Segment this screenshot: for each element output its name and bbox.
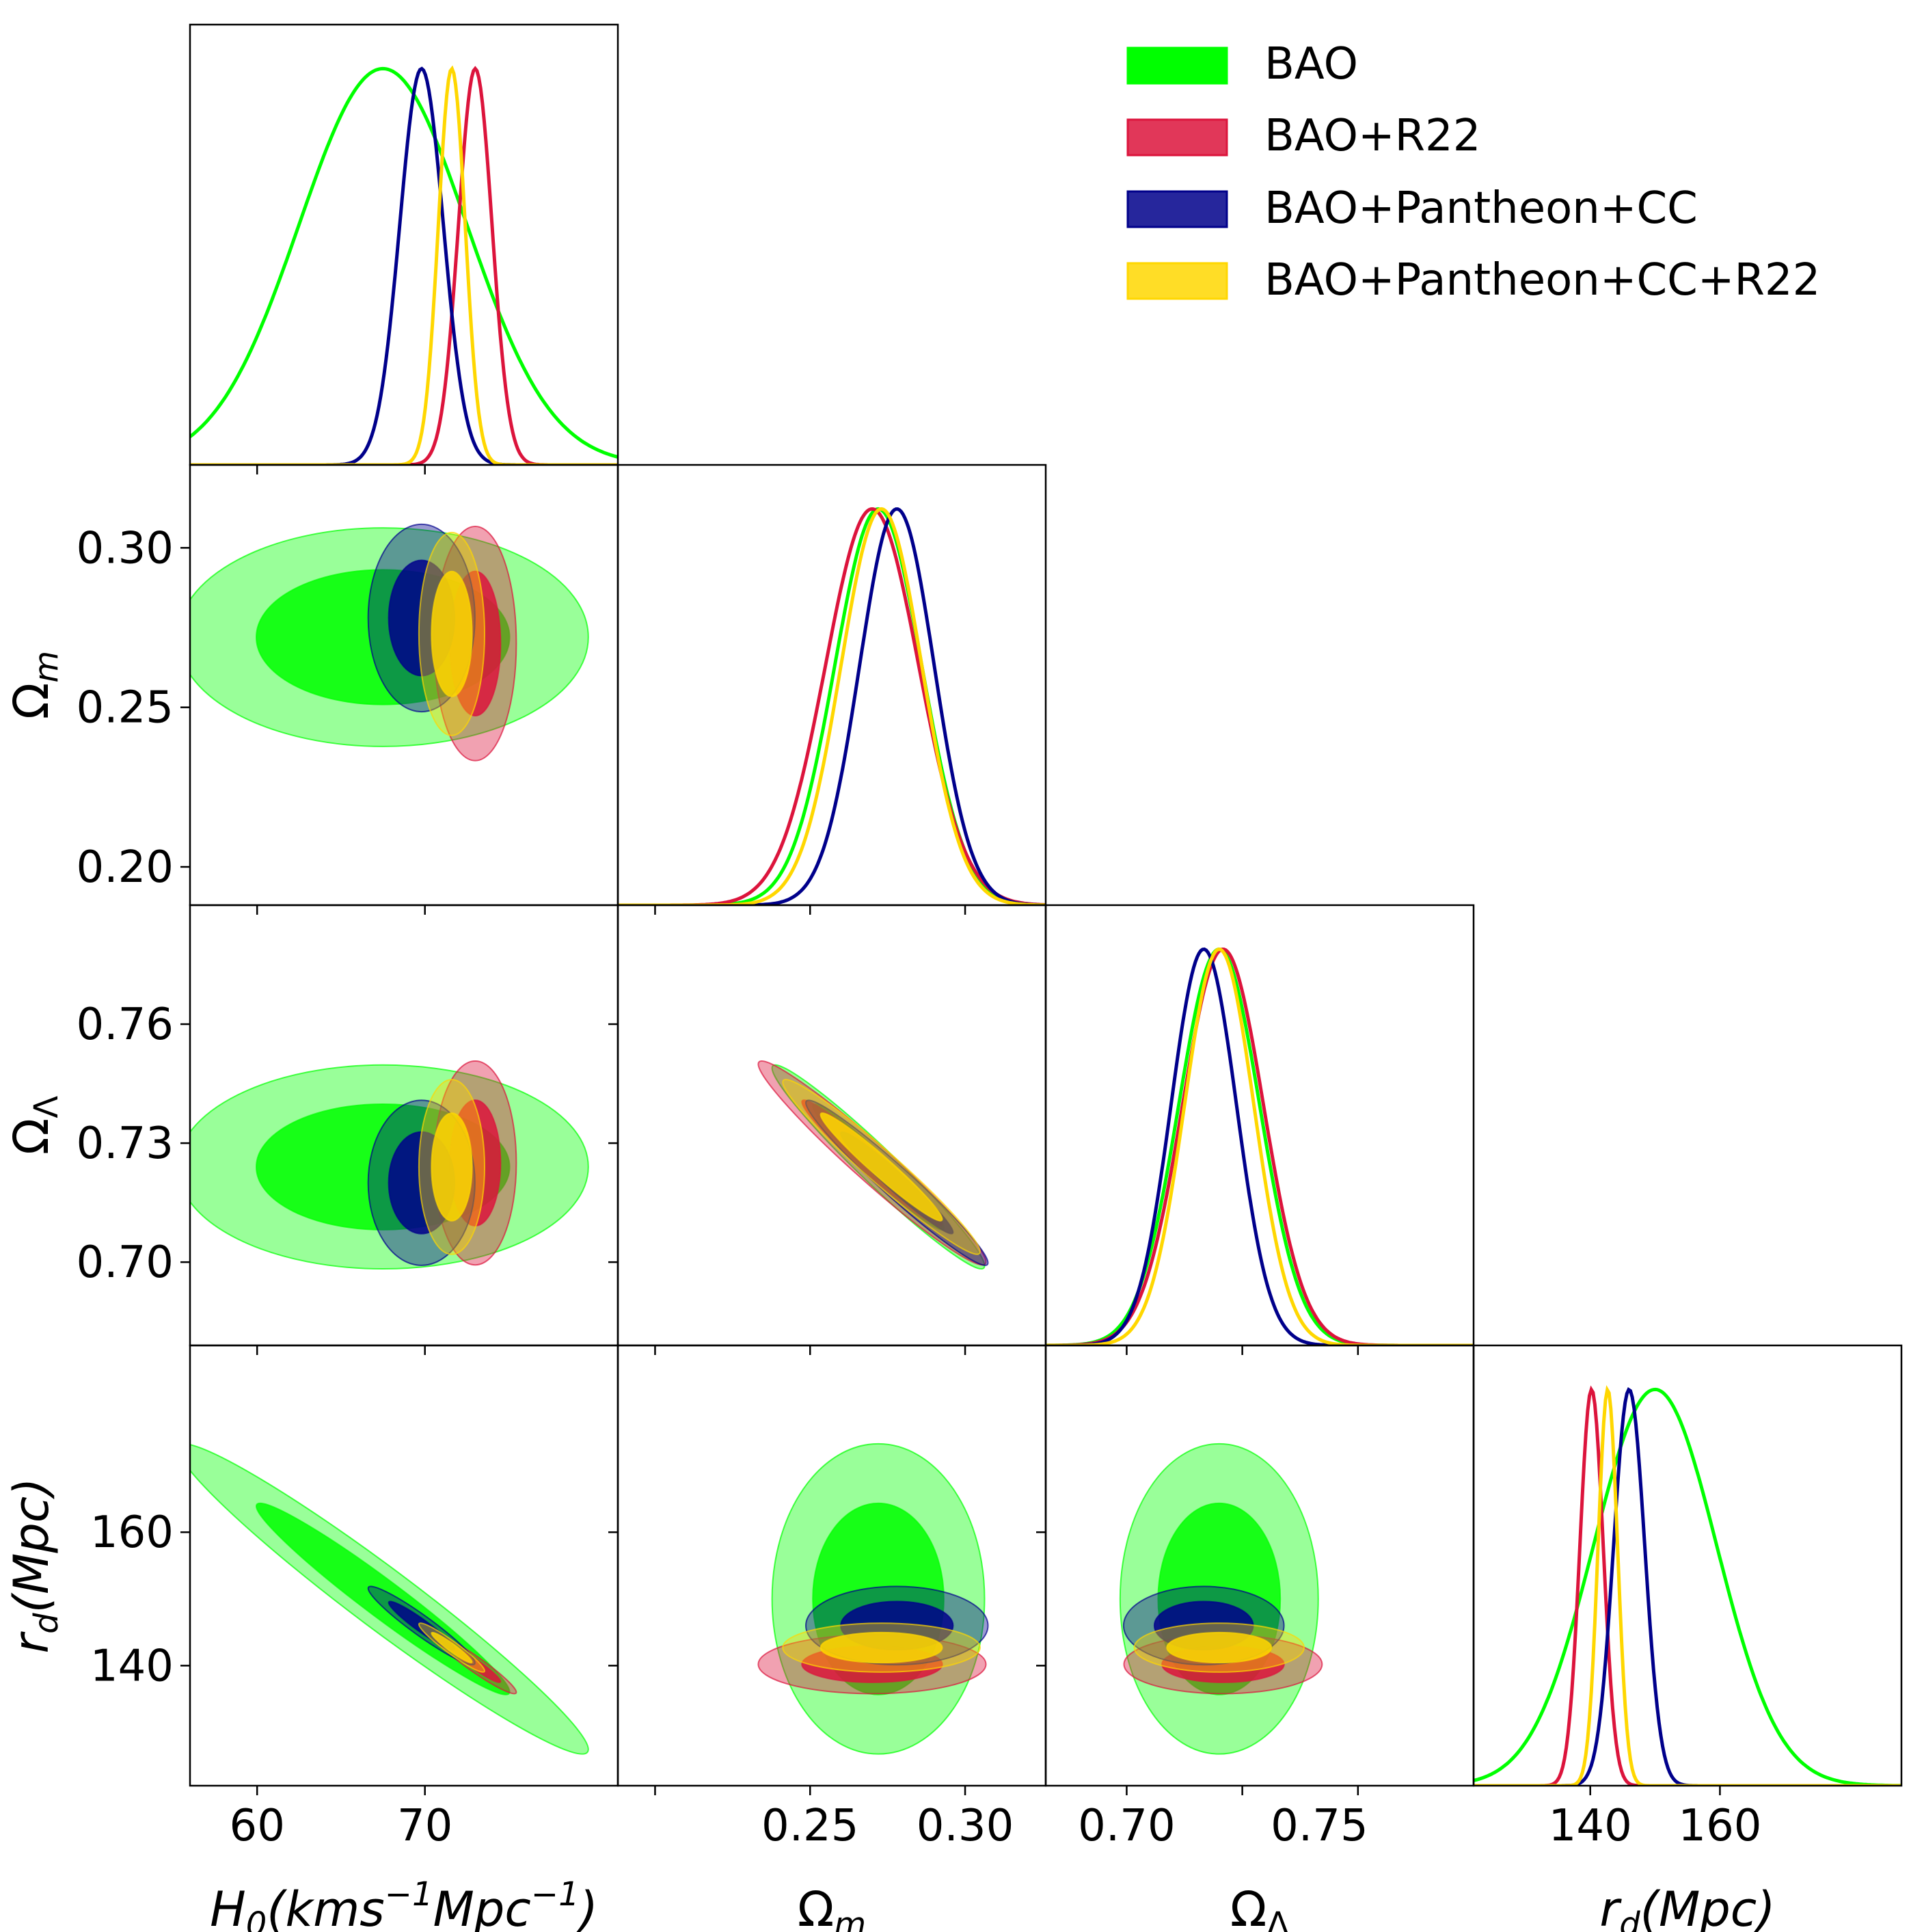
posterior-line-rd-bao-pantheon-cc — [1474, 1387, 1901, 1786]
x-tick-label-rd: 140 — [1549, 1801, 1632, 1851]
contour-panel-H0-Om — [190, 523, 589, 762]
posterior-line-H0-bao-r22 — [190, 66, 618, 465]
y-tick-label-rd: 160 — [90, 1507, 174, 1558]
y-axis-label-rd: rd(Mpc) — [3, 1477, 66, 1653]
contour-panel-Om-rd — [757, 1443, 989, 1755]
contour-panel-H0-OL — [190, 1060, 589, 1270]
legend-swatch-bao-r22 — [1126, 118, 1228, 157]
y-tick-label-rd: 140 — [90, 1641, 174, 1691]
contour-panel-Om-OL — [757, 1060, 989, 1270]
x-tick-label-OL: 0.70 — [1078, 1801, 1176, 1851]
contour-68-bao-pantheon-cc-r22 — [819, 1631, 943, 1664]
x-axis-label-H0: H0(kms−1Mpc−1) — [210, 1875, 598, 1932]
contour-68-bao-pantheon-cc-r22 — [1166, 1631, 1273, 1664]
y-axis-label-Om: Ωm — [3, 651, 66, 719]
legend-swatch-bao-pantheon-cc — [1126, 190, 1228, 228]
panel-frame-0-0 — [189, 23, 619, 466]
posterior-line-OL-bao-pantheon-cc-r22 — [1046, 947, 1474, 1345]
y-tick-label-OL: 0.73 — [77, 1118, 174, 1169]
posterior-line-Om-bao-r22 — [618, 507, 1046, 905]
posterior-line-rd-bao-r22 — [1474, 1385, 1901, 1786]
x-axis-label-OL: ΩΛ — [1230, 1881, 1290, 1932]
x-axis-label-rd: rd(Mpc) — [1599, 1881, 1775, 1932]
y-tick-label-OL: 0.76 — [77, 999, 174, 1050]
contour-layer — [190, 523, 1323, 1755]
tick-layer — [180, 465, 1721, 1795]
contour-panel-H0-rd — [190, 1443, 589, 1755]
axis-labels-layer: 60 70 0.25 0.30 0.70 0.75 140 160 0.20 0.25 0.30 0.… — [3, 523, 1776, 1932]
posterior-panel-H0 — [190, 65, 618, 465]
posterior-line-Om-bao-pantheon-cc — [618, 507, 1046, 905]
posterior-line-Om-bao-pantheon-cc-r22 — [618, 507, 1046, 905]
posterior-line-H0-bao-pantheon-cc — [190, 66, 618, 465]
y-axis-label-OL: ΩΛ — [3, 1096, 66, 1155]
panel-frames-layer — [189, 23, 1903, 1787]
posterior-panel-OL — [1046, 947, 1474, 1345]
legend-swatch-bao-pantheon-cc-r22 — [1126, 262, 1228, 300]
x-tick-label-H0: 60 — [229, 1801, 284, 1851]
contour-68-bao-pantheon-cc-r22 — [819, 1112, 943, 1222]
posterior-line-rd-bao — [1474, 1387, 1901, 1786]
y-tick-label-Om: 0.30 — [77, 523, 174, 574]
panel-frame-2-2 — [1044, 904, 1475, 1347]
posterior-line-Om-bao — [618, 507, 1046, 905]
posterior-line-rd-bao-pantheon-cc-r22 — [1474, 1384, 1901, 1786]
y-tick-label-OL: 0.70 — [77, 1237, 174, 1288]
x-axis-label-Om: Ωm — [798, 1881, 866, 1932]
contour-68-bao-pantheon-cc-r22 — [431, 570, 473, 697]
x-tick-label-OL: 0.75 — [1271, 1801, 1368, 1851]
legend-swatch-bao — [1126, 46, 1228, 85]
contour-68-bao-pantheon-cc-r22 — [431, 1112, 473, 1222]
posterior-panel-rd — [1474, 1384, 1901, 1786]
x-tick-label-Om: 0.30 — [917, 1801, 1014, 1851]
panel-frame-3-3 — [1472, 1344, 1903, 1787]
x-tick-label-H0: 70 — [397, 1801, 452, 1851]
posterior-line-H0-bao-pantheon-cc-r22 — [190, 65, 618, 465]
contour-68-bao-pantheon-cc-r22 — [431, 1631, 473, 1664]
x-tick-label-Om: 0.25 — [761, 1801, 859, 1851]
posterior-panel-Om — [618, 507, 1046, 905]
posterior-line-OL-bao — [1046, 947, 1474, 1345]
legend-label-bao-r22: BAO+R22 — [1264, 111, 1480, 161]
posterior-line-OL-bao-pantheon-cc — [1046, 947, 1474, 1345]
legend-label-bao: BAO — [1264, 39, 1358, 90]
y-tick-label-Om: 0.20 — [77, 842, 174, 893]
legend-label-bao-pantheon-cc: BAO+Pantheon+CC — [1264, 183, 1698, 234]
contour-panel-OL-rd — [1119, 1443, 1323, 1755]
legend-label-bao-pantheon-cc-r22: BAO+Pantheon+CC+R22 — [1264, 255, 1820, 306]
x-tick-label-rd: 160 — [1678, 1801, 1761, 1851]
legend: BAO BAO+R22 BAO+Pantheon+CC BAO+Pantheon… — [1126, 39, 1820, 306]
y-tick-label-Om: 0.25 — [77, 683, 174, 734]
posterior-line-H0-bao — [190, 66, 618, 459]
